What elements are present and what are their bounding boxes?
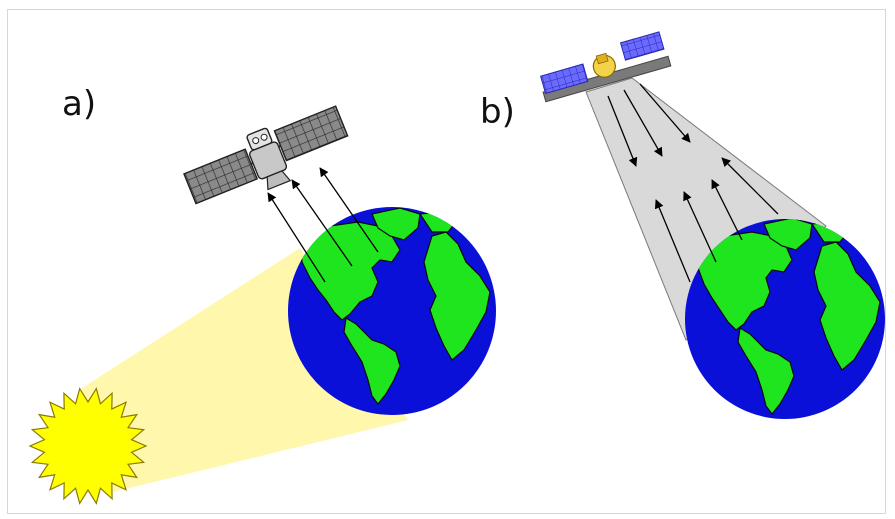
radar-satellite-icon [540, 31, 672, 103]
sun-icon [28, 387, 148, 505]
transmitted-pulse-arrows [607, 83, 691, 167]
reflected-radiation-arrows [267, 167, 379, 283]
earth-globe-icon [288, 207, 496, 415]
panel-a-label: a) [62, 84, 97, 124]
earth-globe-icon [685, 219, 885, 419]
satellite-icon [183, 105, 349, 205]
backscatter-arrows [654, 157, 779, 283]
panel-b-label: b) [480, 92, 515, 132]
